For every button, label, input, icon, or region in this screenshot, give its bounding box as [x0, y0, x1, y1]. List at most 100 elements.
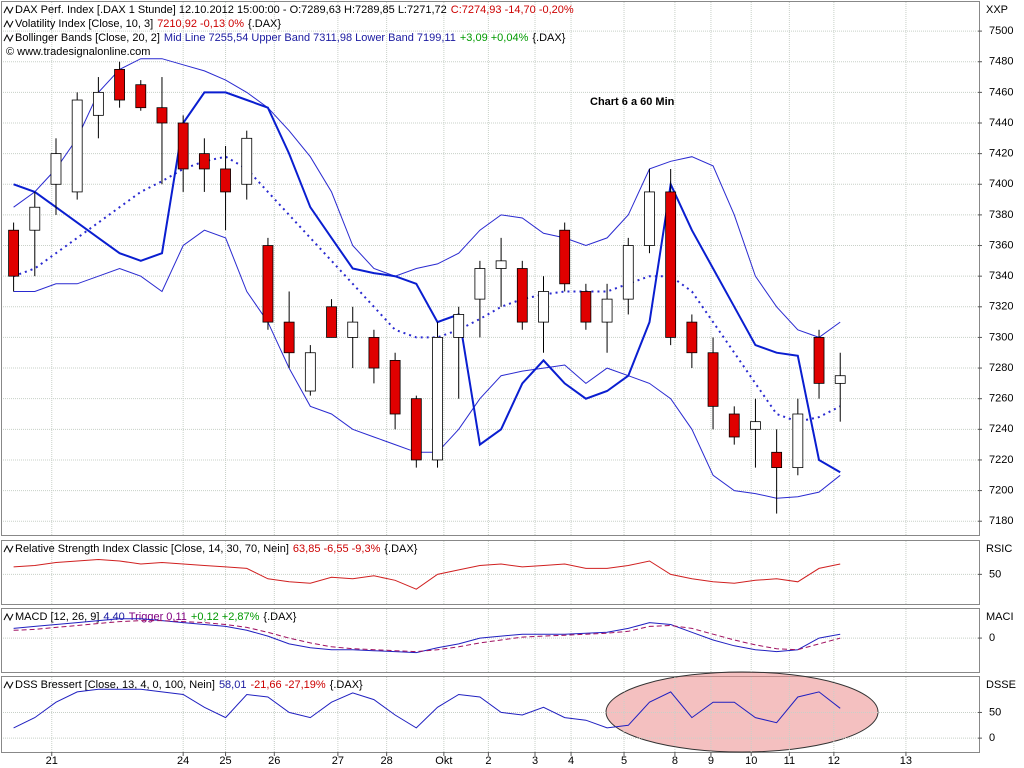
header-text: Bollinger Bands [Close, 20, 2] [15, 32, 160, 44]
y-tick-label: 50 [989, 568, 1001, 580]
y-tick-label: 50 [989, 706, 1001, 718]
axis-label: RSIC [986, 543, 1012, 555]
indicator-line [13, 688, 841, 729]
x-tick-label: 13 [900, 755, 912, 767]
main-panel [1, 1, 980, 536]
candle-body [92, 91, 104, 116]
x-tick-label: 2 [485, 755, 491, 767]
y-tick-label: 7460 [989, 86, 1013, 98]
candle-body [283, 321, 295, 354]
indicator-icon [3, 19, 14, 29]
indicator-line [13, 558, 841, 590]
credit: © www.tradesignalonline.com [6, 46, 150, 58]
header-text: {.DAX} [263, 611, 296, 623]
header-line: Relative Strength Index Classic [Close, … [15, 543, 418, 555]
header-text: Trigger 0,11 [129, 611, 187, 623]
indicator-icon [3, 612, 14, 622]
x-tick-label: 21 [46, 755, 58, 767]
candle-body [432, 337, 443, 461]
header-text: 58,01 [219, 679, 247, 691]
candle-body [29, 206, 41, 231]
candle-body [728, 413, 740, 438]
header-text: {.DAX} [532, 32, 565, 44]
indicator-line [13, 58, 841, 338]
y-tick-label: 7180 [989, 515, 1013, 527]
macd-panel [1, 608, 980, 673]
header-text: DSS Bressert [Close, 13, 4, 0, 100, Nein… [15, 679, 215, 691]
axis-label: DSSE [986, 679, 1016, 691]
axis-label: XXP [986, 4, 1008, 16]
header-text: +3,09 +0,04% [460, 32, 529, 44]
candle-body [601, 298, 613, 323]
candle-body [50, 153, 62, 185]
candle-body [71, 99, 83, 193]
y-tick-label: 7340 [989, 270, 1013, 282]
y-tick-label: 7240 [989, 423, 1013, 435]
candle-body [516, 268, 528, 323]
header-text: {.DAX} [248, 18, 281, 30]
y-tick-label: 7300 [989, 331, 1013, 343]
y-tick-label: 0 [989, 632, 995, 644]
header-text: 63,85 -6,55 -9,3% [293, 543, 381, 555]
candle-body [8, 229, 19, 277]
candle-body [262, 245, 274, 323]
candle-body [326, 306, 337, 338]
candle-body [220, 168, 231, 193]
candle-body [707, 352, 719, 407]
header-text: Relative Strength Index Classic [Close, … [15, 543, 289, 555]
candle-body [410, 398, 422, 461]
y-tick-label: 7480 [989, 56, 1013, 68]
candle-body [580, 291, 592, 323]
candle-body [135, 84, 147, 109]
candle-body [368, 337, 380, 369]
x-tick-label: 25 [219, 755, 231, 767]
candle-body [389, 359, 401, 415]
x-tick-label: 9 [708, 755, 714, 767]
y-tick-label: 7220 [989, 454, 1013, 466]
x-tick-label: 8 [672, 755, 678, 767]
candle-body [177, 122, 189, 170]
candle-body [304, 352, 316, 392]
candle-body [114, 68, 125, 101]
x-tick-label: 28 [381, 755, 393, 767]
header-line: MACD [12, 26, 9] 4,40 Trigger 0,11 +0,12 +2… [15, 611, 297, 623]
x-tick-label: 4 [568, 755, 574, 767]
indicator-line [13, 229, 841, 499]
header-text: DAX Perf. Index [.DAX 1 Stunde] 12.10.20… [15, 4, 447, 16]
candle-body [834, 375, 846, 384]
header-text: Mid Line 7255,54 Upper Band 7311,98 Lowe… [164, 32, 456, 44]
candle-body [665, 191, 677, 338]
candle-body [347, 321, 359, 338]
header-text: -21,66 -27,19% [250, 679, 325, 691]
candle-body [750, 421, 761, 430]
annotation: Chart 6 a 60 Min [590, 96, 675, 108]
y-tick-label: 7320 [989, 301, 1013, 313]
x-tick-label: Okt [435, 755, 452, 767]
y-tick-label: 7280 [989, 362, 1013, 374]
x-tick-label: 5 [621, 755, 627, 767]
header-text: MACD [12, 26, 9] [15, 611, 99, 623]
indicator-line [13, 91, 841, 474]
highlight-ellipse [605, 671, 879, 753]
y-tick-label: 7260 [989, 393, 1013, 405]
x-tick-label: 11 [784, 755, 795, 767]
candle-body [792, 413, 804, 469]
y-tick-label: 7400 [989, 178, 1013, 190]
y-tick-label: 7380 [989, 209, 1013, 221]
x-tick-label: 12 [828, 755, 840, 767]
candle-body [622, 245, 634, 300]
candle-body [495, 260, 507, 269]
candle-body [198, 153, 210, 170]
header-line: DSS Bressert [Close, 13, 4, 0, 100, Nein… [15, 679, 363, 691]
axis-label: MACI [986, 611, 1014, 623]
x-tick-label: 10 [745, 755, 757, 767]
indicator-icon [3, 5, 14, 15]
candle-body [474, 268, 486, 300]
header-text: C:7274,93 -14,70 -0,20% [451, 4, 574, 16]
header-line: Volatility Index [Close, 10, 3] 7210,92 -… [15, 18, 281, 30]
candle-body [813, 337, 825, 384]
indicator-line [13, 155, 841, 423]
y-tick-label: 7200 [989, 484, 1013, 496]
